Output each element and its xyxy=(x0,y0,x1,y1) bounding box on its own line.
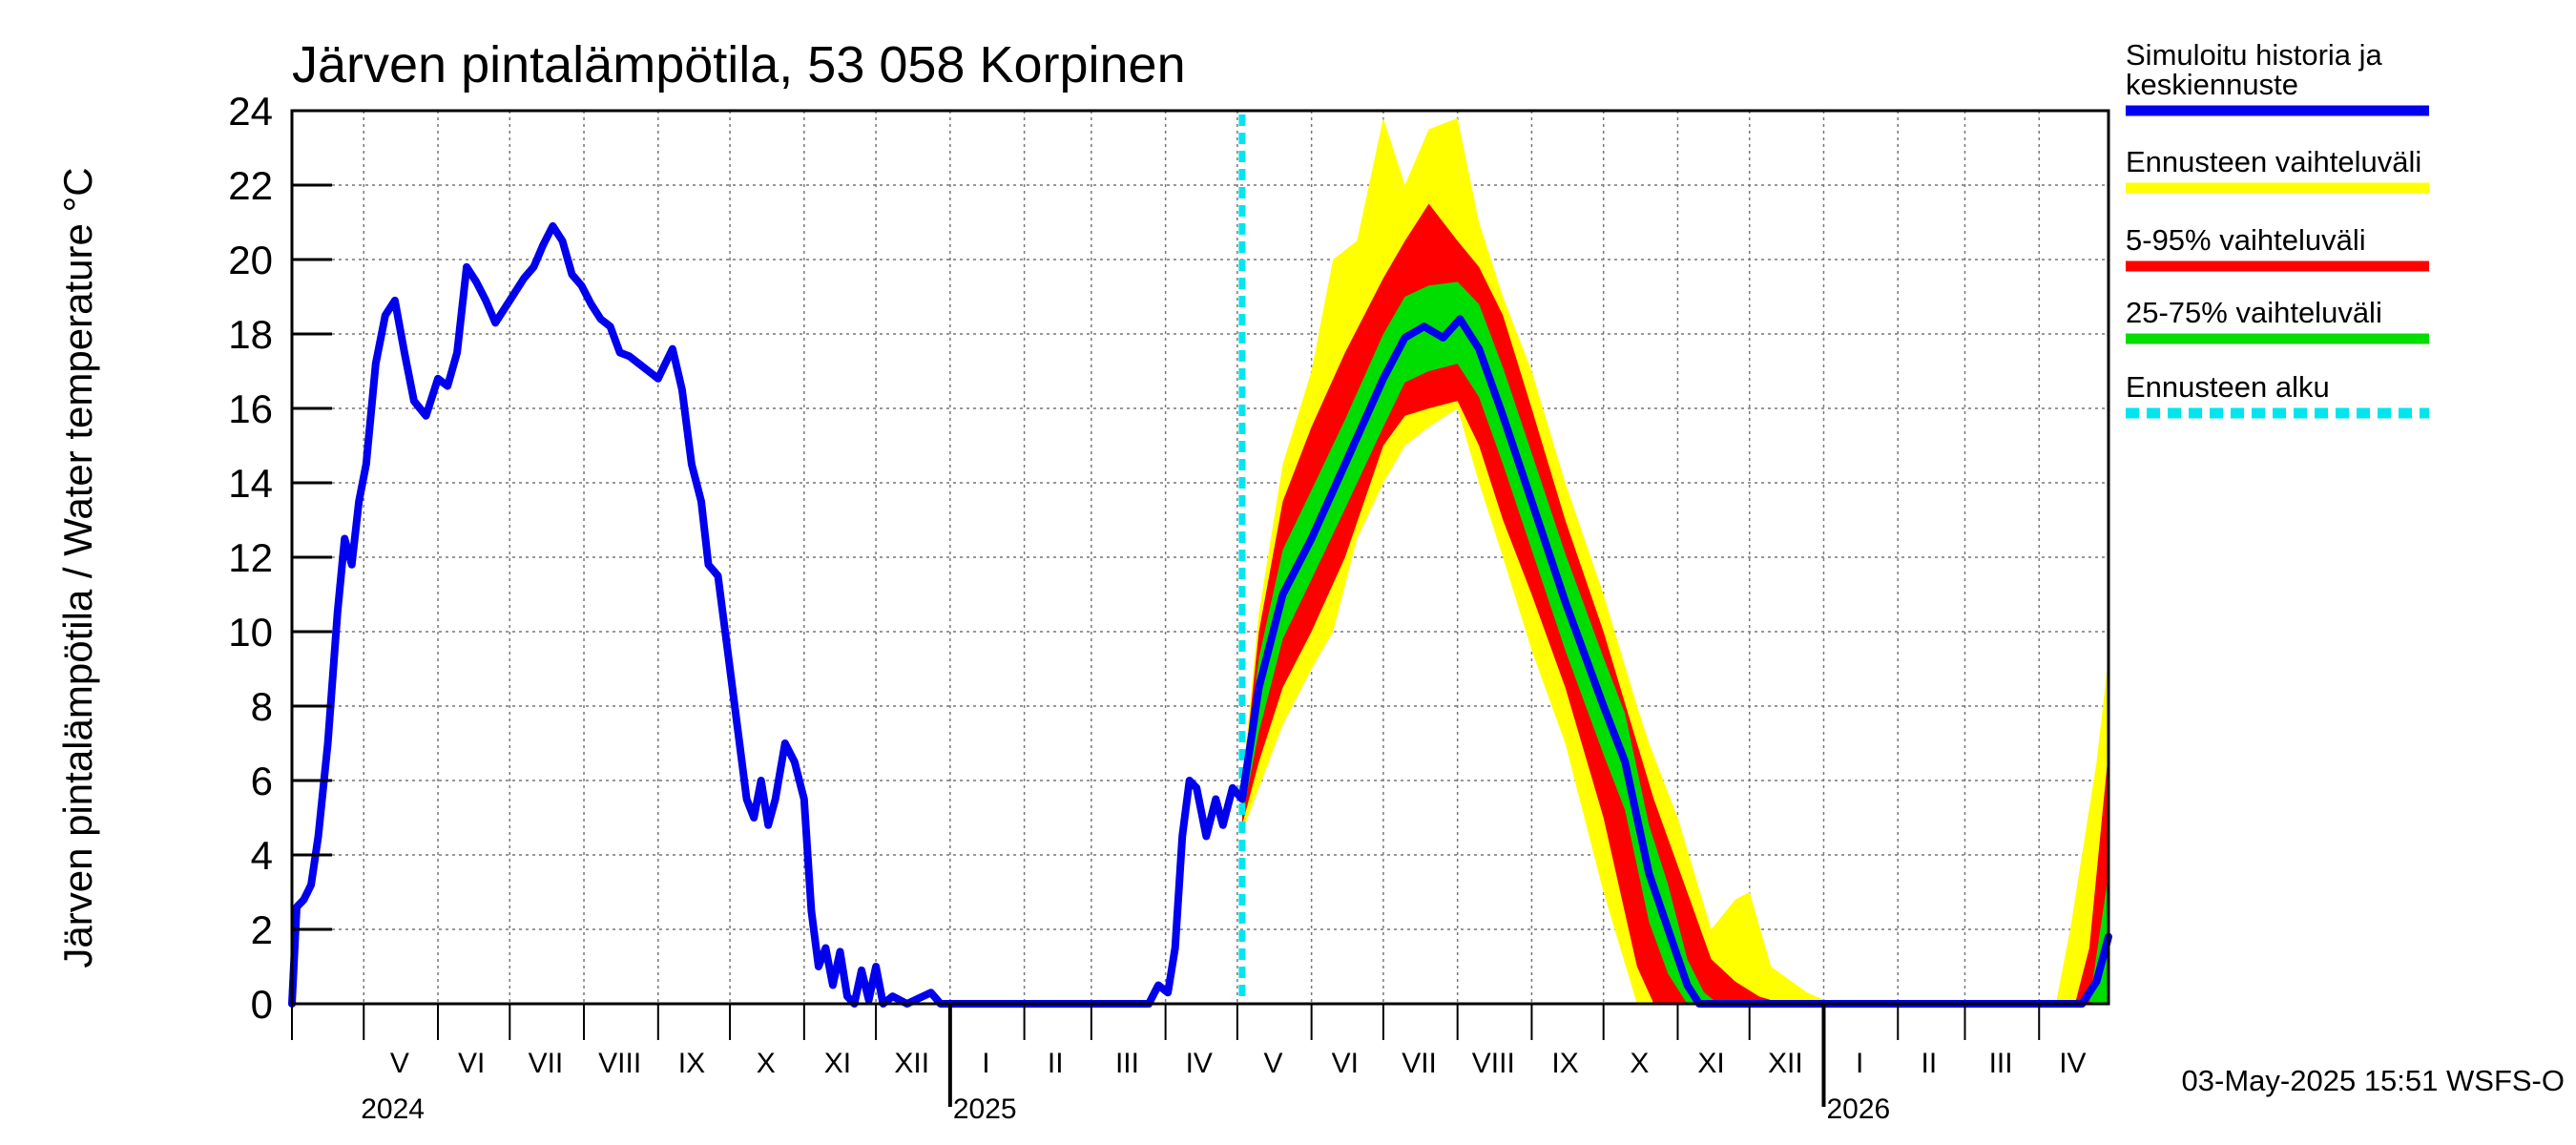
legend-label: keskiennuste xyxy=(2126,68,2298,101)
y-tick-label: 20 xyxy=(228,238,273,282)
forecast-bands xyxy=(1241,117,2109,1005)
month-label: XII xyxy=(1768,1048,1803,1079)
year-label: 2024 xyxy=(361,1093,425,1125)
month-label: V xyxy=(1264,1048,1283,1079)
y-tick-label: 12 xyxy=(228,535,273,580)
y-tick-label: 0 xyxy=(251,982,273,1027)
month-label: IX xyxy=(678,1048,705,1079)
y-tick-label: 8 xyxy=(251,684,273,729)
month-label: IX xyxy=(1551,1048,1578,1079)
month-label: XI xyxy=(824,1048,851,1079)
y-tick-label: 14 xyxy=(228,461,273,506)
month-label: VI xyxy=(1332,1048,1359,1079)
month-label: V xyxy=(390,1048,409,1079)
year-label: 2025 xyxy=(953,1093,1017,1125)
month-label: VII xyxy=(1402,1048,1437,1079)
chart-title: Järven pintalämpötila, 53 058 Korpinen xyxy=(292,36,1186,94)
y-tick-label: 22 xyxy=(228,163,273,208)
month-label: XI xyxy=(1697,1048,1724,1079)
y-tick-label: 6 xyxy=(251,759,273,803)
month-label: III xyxy=(1989,1048,2013,1079)
month-label: VIII xyxy=(598,1048,641,1079)
legend-label: 5-95% vaihteluväli xyxy=(2126,223,2366,257)
month-label: X xyxy=(1630,1048,1649,1079)
legend-label: Ennusteen vaihteluväli xyxy=(2126,145,2421,178)
y-tick-label: 4 xyxy=(251,833,273,878)
y-tick-label: 16 xyxy=(228,386,273,431)
month-label: VIII xyxy=(1472,1048,1515,1079)
plot-frame xyxy=(290,109,2110,1006)
month-label: III xyxy=(1115,1048,1139,1079)
month-label: XII xyxy=(894,1048,929,1079)
month-label: I xyxy=(1856,1048,1863,1079)
mean-forecast-line xyxy=(288,221,2112,1008)
series-lines xyxy=(288,114,2112,1008)
month-label: II xyxy=(1048,1048,1064,1079)
legend-label: Ennusteen alku xyxy=(2126,370,2330,404)
legend-label: 25-75% vaihteluväli xyxy=(2126,296,2382,329)
month-label: IV xyxy=(1186,1048,1213,1079)
y-tick-label: 24 xyxy=(228,89,273,134)
month-label: VI xyxy=(458,1048,485,1079)
legend-label: Simuloitu historia ja xyxy=(2126,38,2383,72)
y-tick-label: 2 xyxy=(251,907,273,952)
month-label: IV xyxy=(2059,1048,2086,1079)
y-axis-label: Järven pintalämpötila / Water temperatur… xyxy=(55,167,100,968)
y-tick-label: 18 xyxy=(228,312,273,357)
month-label: VII xyxy=(529,1048,564,1079)
month-label: I xyxy=(982,1048,989,1079)
year-label: 2026 xyxy=(1826,1093,1890,1125)
month-label: II xyxy=(1922,1048,1938,1079)
y-tick-label: 10 xyxy=(228,610,273,655)
month-label: X xyxy=(757,1048,776,1079)
footer-timestamp: 03-May-2025 15:51 WSFS-O xyxy=(2182,1064,2565,1097)
